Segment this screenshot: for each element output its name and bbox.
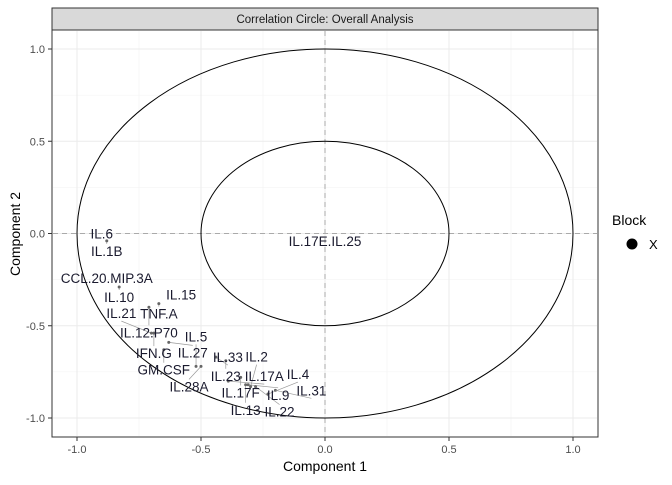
variable-label: IL.31 [296,383,326,398]
variable-point [157,302,161,306]
correlation-circle [200,140,450,327]
correlation-circle [76,48,574,419]
y-tick-label: 1.0 [30,44,45,56]
variable-label: IL.28A [169,379,208,394]
variable-label: IL.15 [166,287,196,302]
variable-label: IL.10 [104,290,134,305]
variable-label: GM.CSF [138,363,191,378]
label-leader-line [188,366,202,380]
label-leader-line [248,384,279,389]
variable-label: IL.23 [211,369,241,384]
label-leader-line [255,386,280,405]
variable-point [224,359,228,363]
chart-title: Correlation Circle: Overall Analysis [236,14,413,26]
variable-label: IL.6 [91,227,114,242]
variable-label: IL.2 [245,350,268,365]
variable-point [105,239,109,243]
variable-point [199,364,203,368]
y-tick-label: 0.5 [30,136,45,148]
variable-point [117,285,121,289]
variable-point [249,385,253,389]
variable-point [266,392,270,396]
x-tick-label: 0.0 [317,444,332,456]
variable-label: IL.17A [245,369,284,384]
variable-label: CCL.20.MIP.3A [61,271,153,286]
variable-point [214,355,218,359]
variable-label: IL.27 [178,345,208,360]
variable-point [147,305,151,309]
label-leader-line [168,342,193,346]
variable-point [162,348,166,352]
label-leader-line [121,320,152,334]
y-tick-label: 0.0 [30,229,45,241]
y-axis-label: Component 2 [7,192,23,276]
variable-label: IL.12.P70 [120,325,178,340]
variable-label: IFN.G [136,346,172,361]
x-tick-label: -0.5 [192,444,211,456]
variable-label: IL.22 [265,405,295,420]
variable-label: IL.21 [106,306,136,321]
label-leader-line [228,380,265,385]
legend-title: Block [612,212,647,228]
variable-label: IL.9 [267,388,290,403]
variable-label: IL.17F [222,385,260,400]
x-tick-label: 1.0 [565,444,580,456]
label-leader-line [275,389,312,399]
variable-label: IL.5 [185,329,208,344]
variable-point [239,375,243,379]
variable-label: IL.4 [287,367,310,382]
x-tick-label: 0.5 [441,444,456,456]
variable-label: TNF.A [140,307,178,322]
y-tick-label: -1.0 [26,413,45,425]
legend-entry-x: X [649,237,658,252]
variable-label: IL.13 [231,403,261,418]
variable-point [254,385,258,389]
legend-key-dot [626,238,638,250]
variable-point [152,331,156,335]
y-tick-label: -0.5 [26,321,45,333]
variable-point [246,383,250,387]
label-leader-line [250,364,257,387]
variable-label: IL.1B [91,244,123,259]
label-leader-line [267,381,299,395]
variable-point [149,331,153,335]
variable-label: IL.17E.IL.25 [289,234,362,249]
variable-label: IL.33 [213,350,243,365]
x-tick-label: -1.0 [68,444,87,456]
x-axis-label: Component 1 [283,458,367,474]
variable-point [167,340,171,344]
variable-point [194,364,198,368]
variable-point [244,383,248,387]
variable-point [226,379,230,383]
